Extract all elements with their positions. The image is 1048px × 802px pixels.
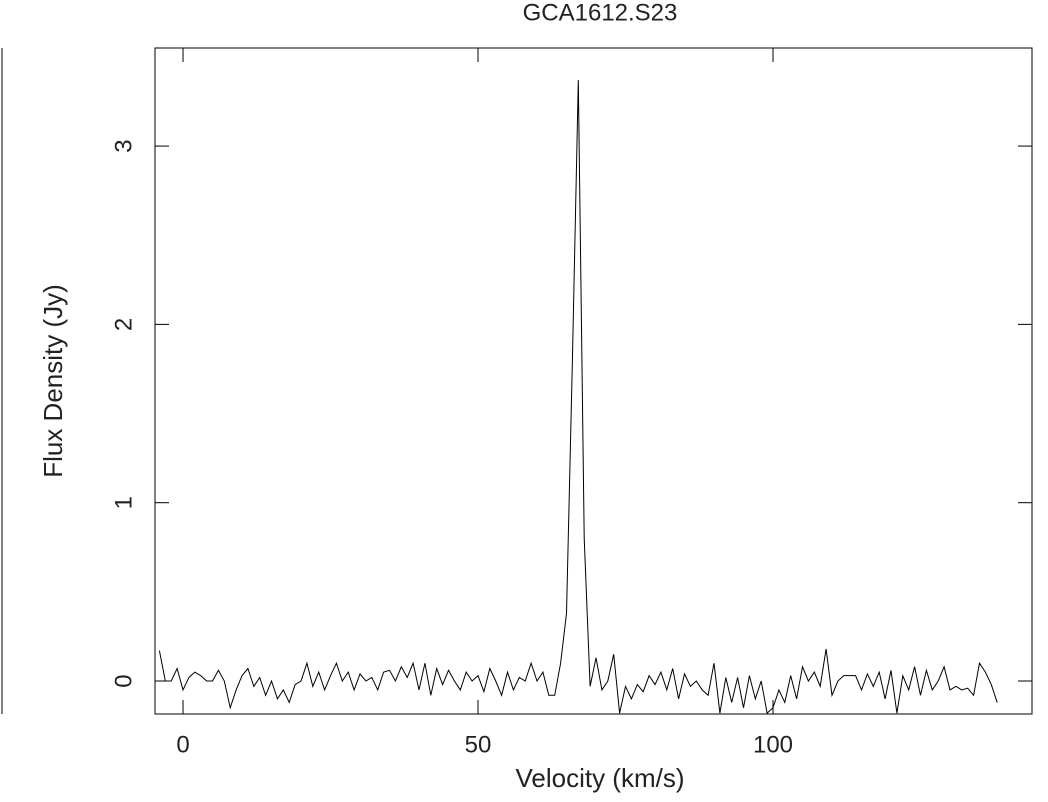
x-tick-label: 50 (465, 731, 492, 758)
y-tick-label: 1 (110, 496, 137, 509)
chart-title: GCA1612.S23 (523, 0, 678, 26)
x-axis-label: Velocity (km/s) (515, 763, 684, 793)
y-tick-label: 0 (110, 674, 137, 687)
x-tick-label: 100 (753, 731, 793, 758)
y-tick-label: 3 (110, 139, 137, 152)
spectrum-line (158, 80, 998, 715)
y-axis-label: Flux Density (Jy) (38, 284, 68, 478)
y-tick-label: 2 (110, 318, 137, 331)
plot-frame (154, 47, 1033, 715)
x-tick-label: 0 (176, 731, 189, 758)
